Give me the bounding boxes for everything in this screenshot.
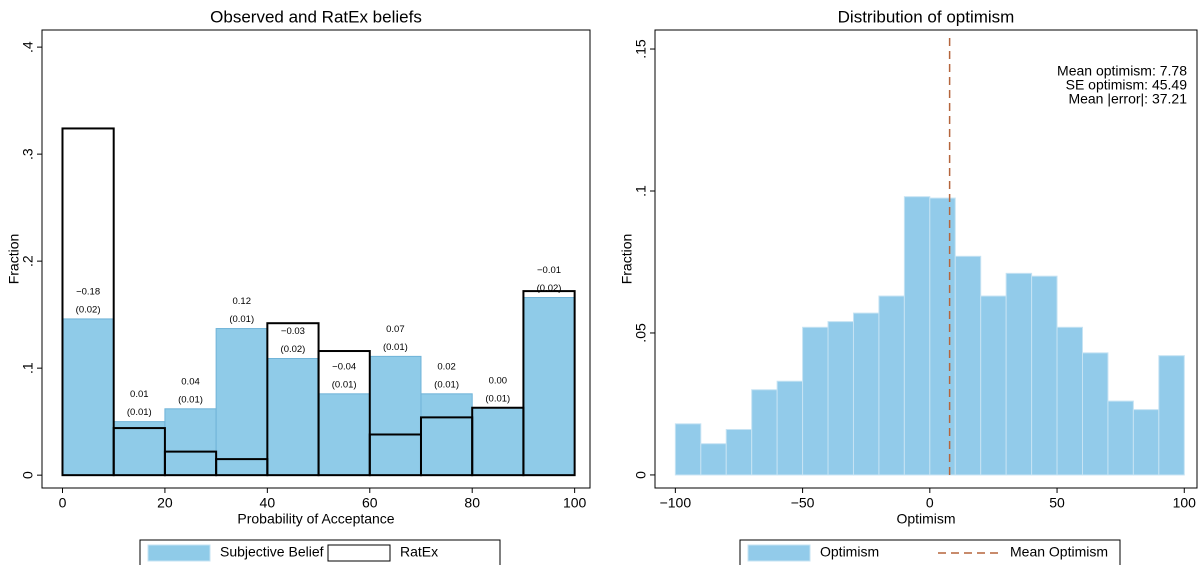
bar [751, 389, 778, 476]
se-label: (0.01) [178, 394, 203, 405]
difference-label: −0.04 [332, 361, 356, 372]
x-tick-label: 80 [464, 495, 480, 511]
annotation: Mean optimism: 7.78 [1057, 63, 1187, 79]
y-tick-label: .2 [20, 255, 36, 267]
bar [980, 295, 1007, 476]
bar [113, 421, 166, 476]
se-label: (0.01) [127, 407, 152, 418]
y-tick-label: .4 [20, 41, 36, 53]
bar [1081, 352, 1109, 476]
plot-frame [41, 29, 591, 489]
x-tick-label: 60 [362, 495, 378, 511]
chart-title: Observed and RatEx beliefs [210, 7, 422, 26]
se-label: (0.01) [383, 342, 408, 353]
y-tick-label: 0 [633, 471, 649, 479]
y-tick-label: .1 [20, 362, 36, 374]
y-tick-label: 0 [20, 471, 36, 479]
x-tick-label: 100 [1173, 495, 1197, 511]
plot-frame [654, 29, 1198, 489]
se-label: (0.01) [229, 314, 254, 325]
y-axis-label: Fraction [619, 234, 635, 285]
annotation: Mean |error|: 37.21 [1068, 91, 1187, 107]
se-label: (0.02) [76, 304, 101, 315]
legend-label: Optimism [820, 544, 879, 560]
difference-label: −0.01 [537, 265, 561, 276]
legend-label: RatEx [400, 544, 438, 560]
x-axis-label: Probability of Acceptance [237, 511, 394, 527]
bar [61, 127, 115, 477]
bar [954, 255, 982, 476]
bar [878, 295, 905, 476]
se-label: (0.01) [332, 379, 357, 390]
legend-swatch [747, 544, 811, 562]
y-tick-label: .15 [633, 39, 649, 59]
bar [420, 393, 473, 476]
bar [776, 380, 804, 476]
bar [903, 196, 931, 476]
y-tick-label: .3 [20, 148, 36, 160]
bar [827, 321, 854, 476]
x-tick-label: −50 [791, 495, 815, 511]
se-label: (0.02) [281, 344, 306, 355]
bar [164, 408, 217, 476]
bar [369, 355, 422, 476]
bar [266, 358, 320, 476]
bar [1132, 409, 1160, 476]
x-tick-label: 0 [926, 495, 934, 511]
legend-swatch [327, 544, 391, 562]
difference-label: 0.01 [130, 389, 149, 400]
annotation: SE optimism: 45.49 [1066, 77, 1188, 93]
bar [700, 443, 727, 476]
se-label: (0.01) [485, 393, 510, 404]
legend-label: Subjective Belief [220, 544, 324, 560]
y-axis-label: Fraction [6, 234, 22, 285]
x-axis-label: Optimism [896, 511, 955, 527]
bar [522, 297, 576, 476]
x-tick-label: 0 [59, 495, 67, 511]
bar [215, 328, 268, 476]
bar [61, 318, 115, 476]
bar [852, 312, 880, 476]
x-tick-label: 20 [157, 495, 173, 511]
bar [1158, 355, 1185, 476]
x-tick-label: −100 [660, 495, 692, 511]
bar [674, 423, 702, 476]
difference-label: 0.07 [386, 324, 405, 335]
bar [1056, 326, 1083, 476]
bar [1005, 272, 1033, 476]
difference-label: −0.18 [76, 286, 100, 297]
x-tick-label: 100 [563, 495, 587, 511]
se-label: (0.02) [537, 283, 562, 294]
bar [318, 393, 371, 476]
bar [725, 429, 753, 476]
difference-label: 0.04 [181, 376, 200, 387]
bar [1031, 275, 1058, 476]
difference-label: 0.00 [489, 375, 508, 386]
y-tick-label: .05 [633, 323, 649, 343]
legend-label: Mean Optimism [1010, 544, 1108, 560]
bar [802, 326, 829, 476]
x-tick-label: 40 [260, 495, 276, 511]
difference-label: 0.02 [437, 361, 456, 372]
chart-title: Distribution of optimism [838, 7, 1015, 26]
bar [471, 407, 524, 476]
bar [522, 290, 576, 477]
bar [929, 197, 956, 476]
legend-swatch [147, 544, 211, 562]
difference-label: 0.12 [232, 296, 251, 307]
x-tick-label: 50 [1049, 495, 1065, 511]
y-tick-label: .1 [633, 185, 649, 197]
bar [317, 350, 371, 477]
se-label: (0.01) [434, 379, 459, 390]
difference-label: −0.03 [281, 326, 305, 337]
bar [1107, 400, 1134, 476]
